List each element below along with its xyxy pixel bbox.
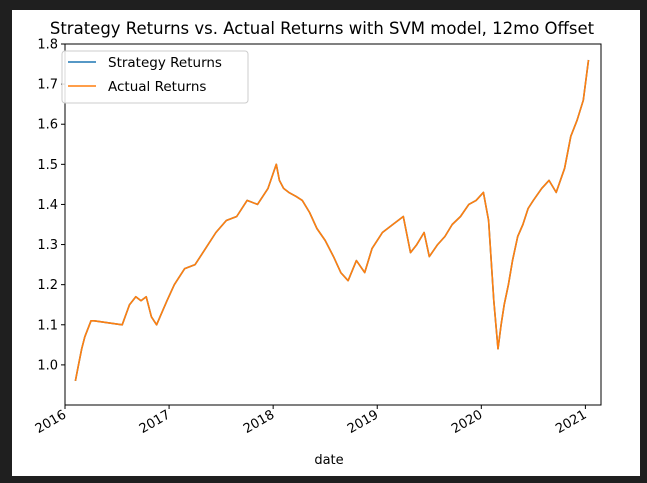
y-tick-label: 1.3 bbox=[37, 238, 58, 253]
y-tick-label: 1.4 bbox=[37, 198, 58, 213]
y-tick-label: 1.0 bbox=[37, 358, 58, 373]
chart-title: Strategy Returns vs. Actual Returns with… bbox=[50, 19, 595, 38]
x-tick-label: 2020 bbox=[449, 407, 485, 437]
y-tick-label: 1.6 bbox=[37, 118, 58, 133]
line-chart: Strategy Returns vs. Actual Returns with… bbox=[33, 19, 602, 468]
legend-label-strategy-returns: Strategy Returns bbox=[108, 55, 222, 71]
figure-canvas: Strategy Returns vs. Actual Returns with… bbox=[12, 10, 640, 476]
y-tick-label: 1.2 bbox=[37, 278, 58, 293]
y-tick-label: 1.7 bbox=[37, 78, 58, 93]
y-axis-ticks: 1.0 1.1 1.2 1.3 1.4 1.5 1.6 1.7 1.8 bbox=[37, 38, 65, 373]
x-tick-label: 2019 bbox=[345, 407, 381, 437]
series-layer bbox=[74, 59, 590, 382]
legend-box bbox=[61, 50, 249, 104]
y-tick-label: 1.1 bbox=[37, 318, 58, 333]
x-axis-label: date bbox=[314, 453, 343, 468]
x-tick-label: 2017 bbox=[137, 407, 173, 437]
y-tick-label: 1.5 bbox=[37, 158, 58, 173]
x-tick-label: 2021 bbox=[553, 407, 589, 437]
x-tick-label: 2018 bbox=[241, 407, 277, 437]
legend: Strategy Returns Actual Returns bbox=[61, 50, 249, 104]
x-axis-ticks: 2016 2017 2018 2019 2020 2021 bbox=[33, 405, 589, 437]
axes-frame bbox=[64, 43, 602, 406]
y-tick-label: 1.8 bbox=[37, 38, 58, 53]
plot-area bbox=[65, 44, 601, 405]
legend-label-actual-returns: Actual Returns bbox=[108, 79, 206, 95]
x-tick-label: 2016 bbox=[33, 407, 69, 437]
series-line-actual-returns bbox=[74, 59, 590, 382]
